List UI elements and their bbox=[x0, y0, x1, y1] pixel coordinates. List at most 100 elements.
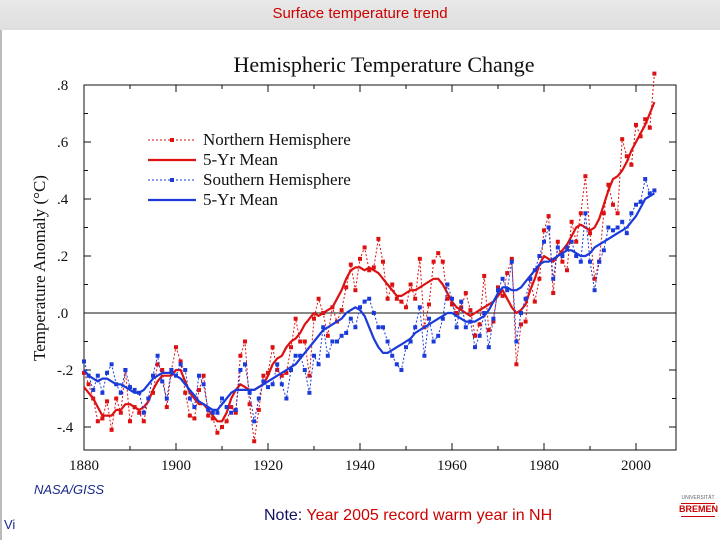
data-point-0 bbox=[445, 296, 450, 301]
data-point-0 bbox=[109, 427, 114, 432]
header-band: Surface temperature trend bbox=[0, 0, 720, 30]
data-point-0 bbox=[238, 353, 243, 358]
data-point-2 bbox=[82, 359, 86, 364]
data-point-2 bbox=[344, 330, 349, 335]
data-point-0 bbox=[500, 293, 505, 298]
data-point-2 bbox=[514, 339, 519, 344]
y-tick-label: .8 bbox=[57, 78, 68, 94]
data-point-2 bbox=[238, 368, 243, 372]
data-point-2 bbox=[201, 382, 206, 387]
data-point-0 bbox=[316, 296, 321, 301]
data-point-0 bbox=[615, 211, 620, 216]
data-point-0 bbox=[509, 256, 514, 261]
note-highlight: Year 2005 record warm year in NH bbox=[306, 507, 553, 524]
data-point-0 bbox=[385, 296, 390, 301]
data-point-2 bbox=[293, 353, 298, 358]
legend-label: Southern Hemisphere bbox=[203, 170, 351, 189]
data-point-2 bbox=[463, 325, 468, 330]
data-point-2 bbox=[220, 396, 224, 401]
data-point-0 bbox=[206, 413, 211, 418]
data-point-2 bbox=[390, 353, 395, 358]
data-point-2 bbox=[551, 276, 556, 281]
legend-marker bbox=[170, 138, 174, 142]
data-point-2 bbox=[597, 259, 602, 264]
logo-word: BREMEN bbox=[679, 504, 719, 514]
data-point-2 bbox=[546, 225, 551, 230]
logo-rule bbox=[681, 503, 715, 504]
data-point-2 bbox=[638, 199, 643, 204]
y-tick-label: .2 bbox=[57, 249, 68, 265]
data-point-0 bbox=[224, 419, 229, 424]
data-point-0 bbox=[233, 410, 238, 415]
data-point-0 bbox=[141, 419, 146, 424]
data-point-0 bbox=[252, 439, 257, 444]
data-point-2 bbox=[574, 254, 579, 258]
data-point-0 bbox=[210, 416, 215, 421]
data-point-2 bbox=[565, 245, 569, 250]
data-point-0 bbox=[348, 262, 353, 267]
data-point-0 bbox=[82, 370, 86, 375]
data-point-2 bbox=[542, 239, 546, 244]
data-point-2 bbox=[151, 373, 155, 378]
data-point-0 bbox=[440, 259, 445, 264]
data-point-2 bbox=[197, 373, 201, 378]
data-point-2 bbox=[247, 390, 252, 395]
data-point-2 bbox=[206, 407, 211, 412]
note-text: Note: Year 2005 record warm year in NH bbox=[264, 507, 552, 525]
data-point-0 bbox=[486, 328, 491, 333]
data-point-2 bbox=[339, 333, 344, 338]
data-point-0 bbox=[574, 239, 579, 244]
data-point-2 bbox=[601, 248, 606, 253]
data-point-2 bbox=[482, 311, 487, 315]
data-point-2 bbox=[454, 325, 459, 330]
data-point-0 bbox=[394, 296, 399, 301]
data-point-2 bbox=[289, 368, 293, 372]
data-point-0 bbox=[431, 259, 436, 264]
data-point-0 bbox=[367, 268, 372, 273]
data-point-0 bbox=[555, 239, 560, 244]
data-point-0 bbox=[381, 259, 385, 264]
data-point-0 bbox=[247, 402, 252, 407]
data-point-0 bbox=[339, 308, 344, 313]
data-point-2 bbox=[109, 362, 114, 367]
x-tick-label: 1920 bbox=[253, 458, 283, 474]
data-point-0 bbox=[450, 302, 454, 307]
data-point-2 bbox=[146, 396, 151, 401]
data-point-0 bbox=[220, 425, 224, 429]
data-point-2 bbox=[210, 410, 215, 415]
data-point-0 bbox=[624, 154, 629, 159]
data-point-2 bbox=[450, 296, 454, 301]
data-point-0 bbox=[417, 256, 422, 261]
data-point-0 bbox=[164, 405, 169, 410]
data-point-0 bbox=[592, 276, 597, 281]
data-point-0 bbox=[643, 117, 648, 122]
data-point-0 bbox=[565, 268, 569, 273]
data-point-0 bbox=[325, 333, 330, 338]
data-point-2 bbox=[233, 407, 238, 412]
data-point-2 bbox=[436, 333, 441, 338]
data-point-2 bbox=[555, 245, 560, 250]
data-point-2 bbox=[394, 362, 399, 367]
data-point-0 bbox=[491, 319, 496, 324]
data-point-0 bbox=[514, 362, 519, 367]
data-point-0 bbox=[560, 259, 565, 264]
data-point-0 bbox=[279, 373, 284, 378]
data-point-0 bbox=[620, 137, 625, 142]
data-point-2 bbox=[629, 211, 634, 216]
data-point-0 bbox=[362, 245, 367, 250]
data-point-2 bbox=[413, 325, 418, 330]
data-point-2 bbox=[169, 368, 174, 372]
data-point-0 bbox=[505, 271, 510, 276]
y-tick-label: -.2 bbox=[57, 363, 73, 379]
data-point-2 bbox=[505, 288, 510, 293]
data-point-2 bbox=[643, 177, 648, 182]
data-point-0 bbox=[496, 285, 500, 290]
data-point-0 bbox=[201, 373, 206, 378]
data-point-2 bbox=[588, 259, 592, 264]
data-point-2 bbox=[523, 296, 528, 301]
source-credit: NASA/GISS bbox=[34, 482, 105, 497]
data-point-2 bbox=[353, 325, 358, 330]
data-point-0 bbox=[404, 305, 408, 310]
y-tick-label: .6 bbox=[57, 135, 69, 151]
data-point-2 bbox=[229, 410, 234, 415]
